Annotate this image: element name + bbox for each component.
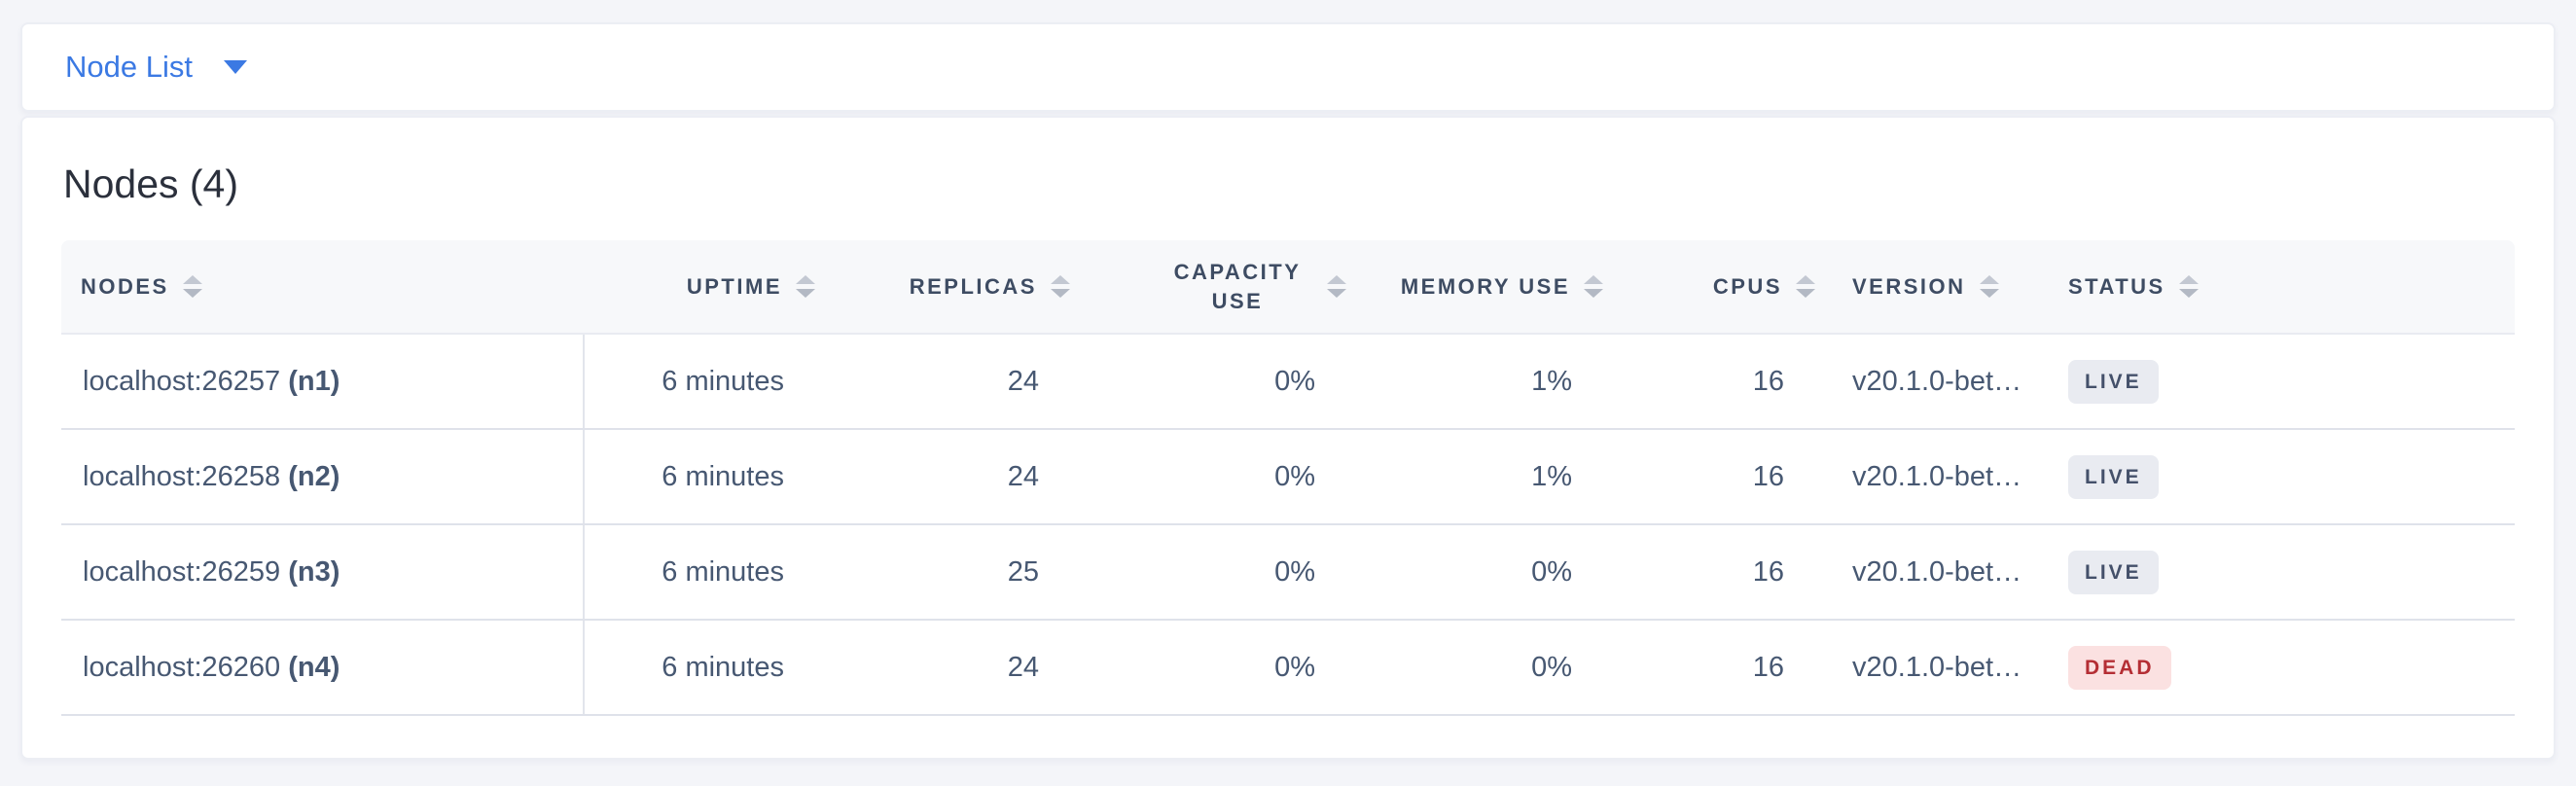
- column-header-capacity_use[interactable]: CAPACITY USE: [1080, 240, 1356, 335]
- cell-memory_use: 0%: [1356, 620, 1613, 716]
- cell-uptime: 6 minutes: [584, 620, 825, 716]
- table-row: localhost:26257 (n1) 6 minutes 24 0% 1% 16 v20…: [61, 334, 2515, 430]
- column-header-status[interactable]: STATUS: [2068, 240, 2515, 335]
- cell-version: v20.1.0-bet…: [1825, 334, 2068, 430]
- sort-icon[interactable]: [1327, 275, 1346, 298]
- sort-icon[interactable]: [1979, 275, 1999, 298]
- cell-nodes: localhost:26258 (n2): [61, 429, 585, 525]
- cell-nodes: localhost:26259 (n3): [61, 524, 585, 621]
- cell-memory_use: 0%: [1356, 524, 1613, 621]
- cell-status: LIVE: [2068, 429, 2515, 525]
- cell-cpus: 16: [1613, 524, 1825, 621]
- sort-icon[interactable]: [2178, 275, 2199, 298]
- column-label: CAPACITY USE: [1173, 259, 1302, 313]
- cell-uptime: 6 minutes: [584, 334, 825, 430]
- cell-cpus: 16: [1613, 620, 1825, 716]
- node-id: (n3): [280, 555, 340, 588]
- cell-capacity_use: 0%: [1080, 429, 1356, 525]
- column-header-uptime[interactable]: UPTIME: [584, 240, 825, 335]
- cell-uptime: 6 minutes: [584, 429, 825, 525]
- column-label: REPLICAS: [909, 273, 1037, 299]
- cell-uptime: 6 minutes: [584, 524, 825, 621]
- sort-icon[interactable]: [1584, 275, 1603, 298]
- status-badge: DEAD: [2068, 645, 2171, 690]
- sort-icon[interactable]: [1796, 275, 1815, 298]
- sort-icon[interactable]: [796, 275, 815, 298]
- node-list-table: NODES UPTIME REPLICAS CAPACITY USE MEMORY US…: [61, 240, 2515, 716]
- cell-version: v20.1.0-bet…: [1825, 620, 2068, 716]
- sort-icon[interactable]: [182, 275, 202, 298]
- nodes-summary-card: Nodes (4) NODES UPTIME REPLICAS CAPACITY US…: [20, 116, 2556, 760]
- column-label: CPUS: [1712, 273, 1782, 299]
- node-id: (n1): [280, 365, 340, 397]
- cell-replicas: 25: [825, 524, 1080, 621]
- node-address: localhost:26260: [83, 651, 281, 683]
- node-address: localhost:26259: [83, 555, 281, 588]
- column-label: UPTIME: [686, 273, 782, 299]
- cell-cpus: 16: [1613, 429, 1825, 525]
- status-badge: LIVE: [2068, 454, 2159, 499]
- table-row: localhost:26260 (n4) 6 minutes 24 0% 0% 16 v20…: [61, 620, 2515, 716]
- table-row: localhost:26259 (n3) 6 minutes 25 0% 0% 16 v20…: [61, 524, 2515, 621]
- node-id: (n2): [280, 460, 340, 492]
- cell-memory_use: 1%: [1356, 429, 1613, 525]
- table-header-row: NODES UPTIME REPLICAS CAPACITY USE MEMORY US…: [61, 240, 2515, 335]
- column-label: STATUS: [2068, 273, 2165, 299]
- cell-capacity_use: 0%: [1080, 334, 1356, 430]
- view-selector-label: Node List: [65, 50, 193, 84]
- cell-capacity_use: 0%: [1080, 620, 1356, 716]
- sort-icon[interactable]: [1051, 275, 1070, 298]
- column-label: NODES: [81, 273, 169, 299]
- chevron-down-icon: [223, 60, 247, 74]
- cell-status: LIVE: [2068, 524, 2515, 621]
- cell-replicas: 24: [825, 334, 1080, 430]
- view-selector-dropdown[interactable]: Node List: [20, 22, 2556, 112]
- column-header-version[interactable]: VERSION: [1825, 240, 2068, 335]
- node-address: localhost:26258: [83, 460, 281, 492]
- cell-replicas: 24: [825, 620, 1080, 716]
- cell-nodes: localhost:26257 (n1): [61, 334, 585, 430]
- cell-replicas: 24: [825, 429, 1080, 525]
- column-header-replicas[interactable]: REPLICAS: [825, 240, 1080, 335]
- cell-version: v20.1.0-bet…: [1825, 524, 2068, 621]
- status-badge: LIVE: [2068, 359, 2159, 404]
- cell-version: v20.1.0-bet…: [1825, 429, 2068, 525]
- cell-status: LIVE: [2068, 334, 2515, 430]
- cell-capacity_use: 0%: [1080, 524, 1356, 621]
- page-title: Nodes (4): [63, 161, 239, 206]
- status-badge: LIVE: [2068, 550, 2159, 594]
- node-id: (n4): [280, 651, 340, 683]
- column-header-nodes[interactable]: NODES: [61, 240, 584, 335]
- node-address: localhost:26257: [83, 365, 281, 397]
- column-header-memory_use[interactable]: MEMORY USE: [1356, 240, 1613, 335]
- table-row: localhost:26258 (n2) 6 minutes 24 0% 1% 16 v20…: [61, 429, 2515, 525]
- cell-status: DEAD: [2068, 620, 2515, 716]
- cell-cpus: 16: [1613, 334, 1825, 430]
- column-label: MEMORY USE: [1400, 273, 1570, 299]
- cell-memory_use: 1%: [1356, 334, 1613, 430]
- cell-nodes: localhost:26260 (n4): [61, 620, 585, 716]
- column-label: VERSION: [1852, 273, 1966, 299]
- column-header-cpus[interactable]: CPUS: [1613, 240, 1825, 335]
